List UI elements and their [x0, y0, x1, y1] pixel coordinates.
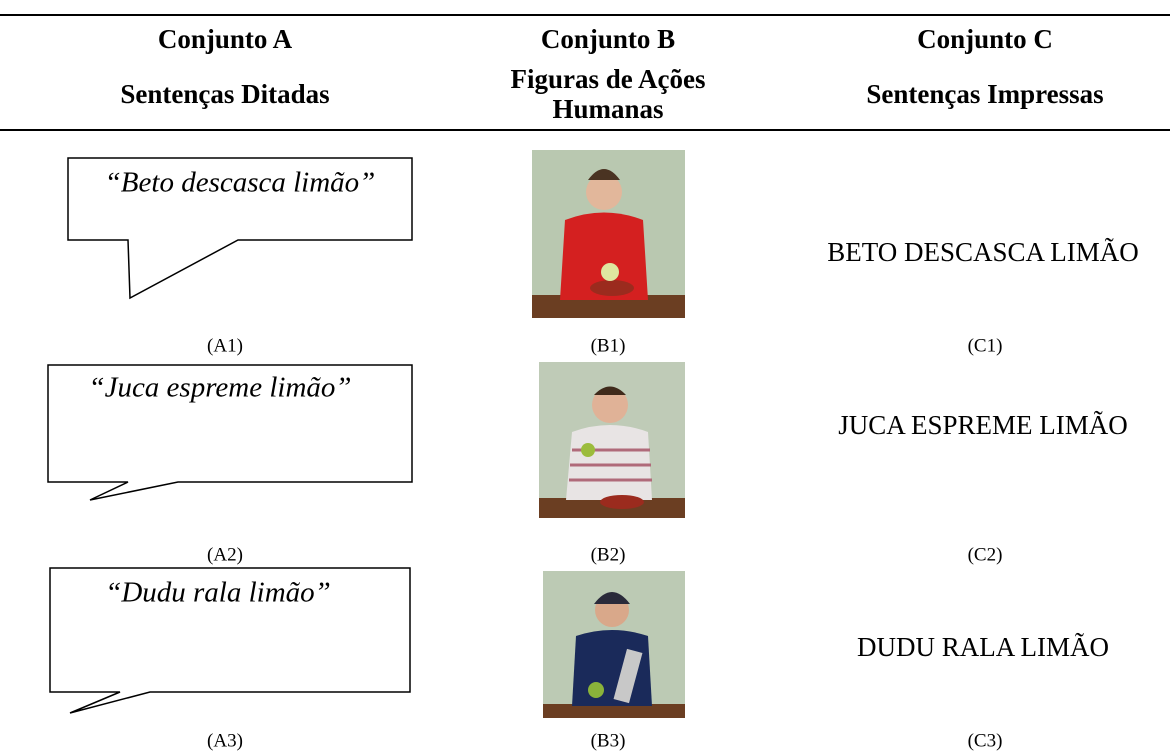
item-label: (B2) — [591, 544, 626, 565]
item-label: (C3) — [968, 730, 1003, 751]
printed-sentence: DUDU RALA LIMÃO — [857, 632, 1109, 662]
header-title: Conjunto A — [158, 24, 293, 54]
header-title: Conjunto B — [541, 24, 675, 54]
item-label: (C2) — [968, 544, 1003, 565]
speech-bubble — [47, 364, 413, 501]
photo — [543, 571, 685, 718]
dictated-sentence: “Juca espreme limão” — [88, 372, 351, 404]
header-subtitle: Figuras de Ações — [511, 64, 706, 94]
printed-sentence: BETO DESCASCA LIMÃO — [827, 237, 1139, 267]
header-subtitle: Sentenças Impressas — [866, 79, 1103, 109]
header-subtitle: Humanas — [552, 94, 663, 124]
speech-bubble — [67, 157, 413, 300]
photo — [539, 362, 685, 518]
item-label: (C1) — [968, 335, 1003, 356]
item-label: (B3) — [591, 730, 626, 751]
dictated-sentence: “Dudu rala limão” — [105, 577, 331, 609]
item-label: (A1) — [207, 335, 243, 356]
item-label: (A2) — [207, 544, 243, 565]
dictated-sentence: “Beto descasca limão” — [105, 167, 376, 199]
item-label: (A3) — [207, 730, 243, 751]
speech-bubble — [49, 567, 411, 714]
header-subtitle: Sentenças Ditadas — [120, 79, 329, 109]
item-label: (B1) — [591, 335, 626, 356]
printed-sentence: JUCA ESPREME LIMÃO — [838, 410, 1128, 440]
header-title: Conjunto C — [917, 24, 1053, 54]
photo — [532, 150, 685, 318]
